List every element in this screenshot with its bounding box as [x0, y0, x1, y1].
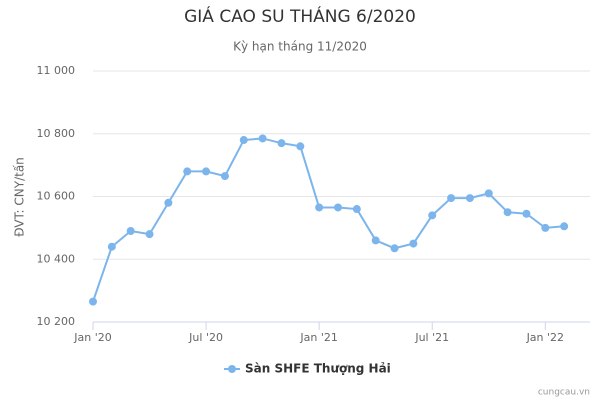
data-point [126, 227, 135, 236]
data-point [315, 203, 324, 212]
y-tick-label: 10 600 [37, 190, 76, 203]
x-tick-label: Jul '21 [414, 331, 449, 344]
data-point [277, 139, 286, 148]
x-tick-label: Jan '20 [73, 331, 111, 344]
data-point [465, 194, 474, 203]
data-point [541, 223, 550, 232]
data-point [484, 189, 493, 198]
data-point [296, 142, 305, 151]
data-point [107, 242, 116, 251]
legend-symbol [228, 365, 236, 373]
data-point [447, 194, 456, 203]
y-tick-label: 11 000 [37, 64, 76, 77]
x-tick-label: Jan '22 [526, 331, 564, 344]
x-tick-label: Jul '20 [188, 331, 223, 344]
legend-label[interactable]: Sàn SHFE Thượng Hải [245, 362, 391, 376]
data-point [145, 230, 154, 239]
data-point [183, 167, 192, 176]
data-point [202, 167, 211, 176]
series-line [92, 137, 565, 302]
data-point [334, 203, 342, 212]
data-point [522, 209, 531, 218]
data-point [164, 198, 173, 207]
data-point [560, 222, 569, 231]
y-tick-label: 10 800 [37, 127, 76, 140]
y-axis-label: ĐVT: CNY/tấn [13, 157, 27, 237]
data-point [258, 134, 267, 143]
data-point [239, 136, 248, 145]
chart-title: GIÁ CAO SU THÁNG 6/2020 [184, 5, 416, 27]
data-point [220, 172, 229, 181]
data-point [390, 244, 399, 253]
credit: cungcau.vn [538, 388, 590, 398]
data-point [503, 208, 512, 217]
y-tick-label: 10 400 [37, 252, 76, 265]
y-tick-label: 10 200 [37, 315, 76, 328]
chart-subtitle: Kỳ hạn tháng 11/2020 [233, 40, 367, 54]
data-point [89, 297, 97, 306]
data-point [352, 205, 361, 214]
data-point [428, 211, 437, 220]
data-point [371, 236, 380, 245]
data-point [409, 239, 418, 248]
x-tick-label: Jan '21 [299, 331, 337, 344]
